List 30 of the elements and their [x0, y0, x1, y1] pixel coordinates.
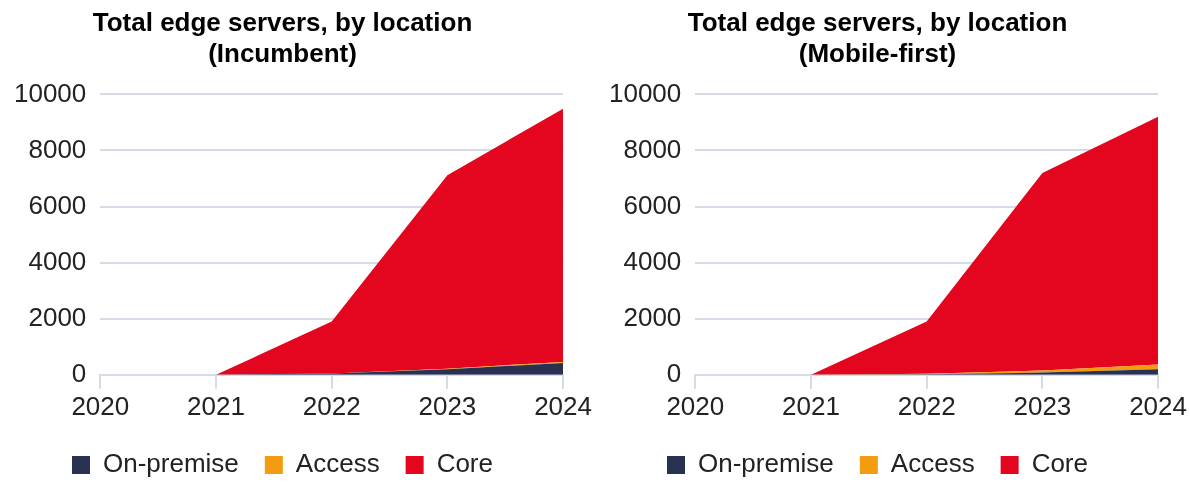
y-tick-label: 8000	[623, 133, 682, 164]
x-tick-label: 2024	[534, 390, 592, 421]
legend-label: Access	[890, 448, 975, 479]
x-tick-label: 2022	[302, 390, 361, 421]
y-tick-label: 0	[666, 357, 682, 388]
x-tick-label: 2024	[1129, 390, 1187, 421]
y-tick-label: 2000	[623, 301, 682, 332]
legend-label: Core	[1031, 448, 1088, 479]
y-tick-label: 4000	[28, 245, 87, 276]
y-tick-label: 6000	[28, 189, 87, 220]
legend-label: Core	[436, 448, 493, 479]
y-tick-label: 4000	[623, 245, 682, 276]
legend-label: On-premise	[103, 448, 239, 479]
x-tick-label: 2021	[187, 390, 245, 421]
legend-label: Access	[295, 448, 380, 479]
y-tick-label: 10000	[608, 77, 682, 108]
chart-title: Total edge servers, by location (Mobile-first)	[687, 6, 1068, 68]
x-tick-label: 2021	[782, 390, 840, 421]
chart-title: Total edge servers, by location (Incumbent)	[92, 6, 473, 68]
legend-label: On-premise	[698, 448, 834, 479]
x-tick-label: 2023	[418, 390, 477, 421]
y-tick-label: 10000	[13, 77, 87, 108]
x-tick-label: 2022	[897, 390, 956, 421]
y-tick-label: 0	[71, 357, 87, 388]
y-tick-label: 2000	[28, 301, 87, 332]
x-tick-label: 2023	[1013, 390, 1072, 421]
y-tick-label: 8000	[28, 133, 87, 164]
x-tick-label: 2020	[71, 390, 130, 421]
x-tick-label: 2020	[666, 390, 725, 421]
y-tick-label: 6000	[623, 189, 682, 220]
